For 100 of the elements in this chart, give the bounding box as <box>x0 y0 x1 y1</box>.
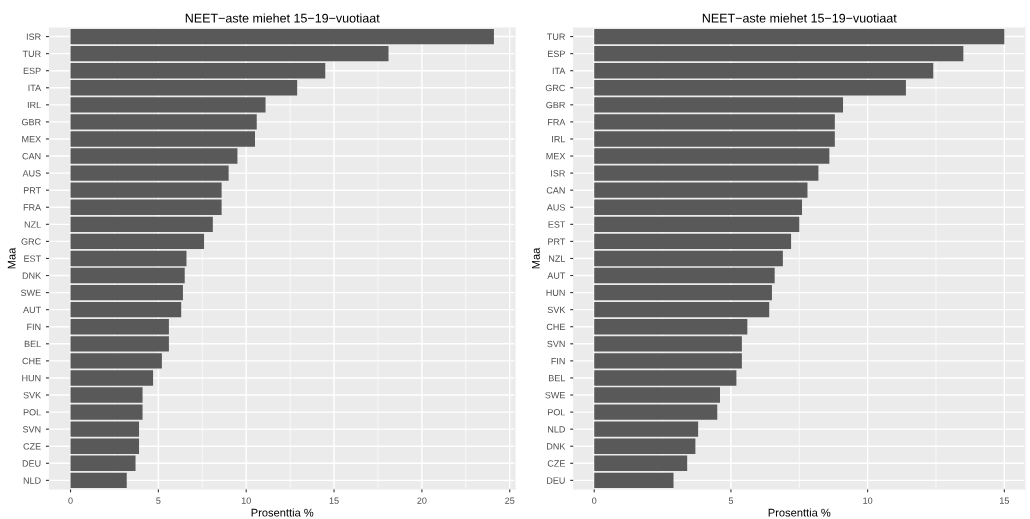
y-tick-label: BEL <box>24 340 41 348</box>
y-tick-label: SVK <box>23 391 41 399</box>
bar <box>594 319 748 335</box>
y-tick-label: FRA <box>548 118 566 126</box>
y-tick-label: POL <box>23 409 41 416</box>
y-tick-label: GRC <box>545 84 566 92</box>
bar <box>70 301 182 318</box>
bar <box>70 216 213 232</box>
y-tick-label: DNK <box>547 443 566 450</box>
bar <box>594 284 772 301</box>
y-tick-label: TUR <box>547 33 565 40</box>
y-tick-label: GRC <box>21 238 41 245</box>
bar <box>70 336 169 352</box>
y-tick-label: GBR <box>22 118 41 126</box>
y-tick-label: ISR <box>551 170 565 177</box>
x-tick-label: 25 <box>505 497 515 504</box>
bar <box>594 267 775 284</box>
y-tick-label: NZL <box>549 255 566 262</box>
bar <box>594 438 696 454</box>
bar <box>70 182 222 198</box>
y-tick-label: ESP <box>23 67 41 75</box>
y-tick-label: FRA <box>23 204 42 211</box>
y-tick-label: SWE <box>20 289 41 296</box>
y-tick-label: FIN <box>27 323 41 331</box>
x-tick-label: 20 <box>417 497 427 504</box>
chart-title: NEET−aste miehet 15−19−vuotiaat <box>185 13 380 23</box>
bar <box>594 182 808 198</box>
y-tick-label: IRL <box>552 136 566 143</box>
x-axis-title: Prosenttia % <box>251 508 314 517</box>
bar <box>594 45 964 62</box>
y-tick-label: CHE <box>546 323 565 331</box>
x-tick-label: 15 <box>329 497 339 504</box>
bar <box>70 319 169 335</box>
y-tick-label: HUN <box>546 289 565 296</box>
y-tick-label: EST <box>548 221 566 228</box>
y-tick-label: ESP <box>548 50 565 57</box>
bar <box>70 472 127 489</box>
x-tick-label: 0 <box>592 497 597 504</box>
y-tick-label: CZE <box>23 443 41 450</box>
chart-title: NEET−aste miehet 15−19−vuotiaat <box>702 13 897 23</box>
x-tick-label: 10 <box>863 497 873 504</box>
y-tick-label: BEL <box>549 375 566 382</box>
x-tick-label: 5 <box>728 497 734 504</box>
bar <box>70 80 298 96</box>
y-tick-label: HUN <box>22 375 41 382</box>
y-tick-label: AUT <box>23 306 41 314</box>
bar <box>594 233 792 250</box>
y-tick-label: DEU <box>22 460 41 467</box>
y-tick-label: AUT <box>547 272 566 279</box>
bar <box>594 472 674 489</box>
bar <box>70 63 326 79</box>
y-axis-title: Maa <box>7 247 16 269</box>
y-tick-label: FIN <box>551 357 565 365</box>
x-tick-label: 15 <box>1000 497 1009 504</box>
y-tick-label: ITA <box>28 84 42 92</box>
x-tick-label: 0 <box>68 497 73 504</box>
bar <box>70 438 140 454</box>
bar <box>594 80 906 96</box>
bar <box>70 45 389 62</box>
bar <box>594 199 803 215</box>
y-tick-label: CAN <box>22 153 41 160</box>
y-tick-label: NZL <box>24 221 41 228</box>
y-tick-label: CAN <box>546 187 565 194</box>
y-tick-label: GBR <box>546 101 565 109</box>
y-tick-label: NLD <box>548 426 565 433</box>
bar <box>70 284 183 301</box>
y-tick-label: AUS <box>546 204 565 211</box>
x-tick-label: 5 <box>156 497 161 504</box>
y-tick-label: MEX <box>546 153 566 160</box>
y-tick-label: DNK <box>22 272 41 279</box>
y-tick-label: POL <box>548 409 566 416</box>
y-tick-label: TUR <box>22 50 41 57</box>
y-tick-label: ITA <box>552 67 566 74</box>
y-tick-label: EST <box>24 255 41 262</box>
y-tick-label: PRT <box>548 238 566 245</box>
x-tick-label: 10 <box>241 497 251 504</box>
x-axis-title: Prosenttia % <box>768 508 831 517</box>
bar <box>594 250 783 267</box>
y-tick-label: ISR <box>26 33 41 40</box>
y-tick-label: SVK <box>547 306 566 314</box>
y-tick-label: CHE <box>22 357 41 365</box>
y-tick-label: CZE <box>547 460 565 467</box>
y-tick-label: NLD <box>23 477 41 484</box>
y-tick-label: AUS <box>22 170 41 177</box>
bar <box>70 199 222 215</box>
bar <box>594 28 1005 45</box>
y-tick-label: SVN <box>547 340 565 348</box>
bar <box>594 455 688 471</box>
bar <box>594 301 770 318</box>
y-tick-label: PRT <box>23 187 41 194</box>
bar <box>594 336 742 352</box>
bar <box>594 216 800 232</box>
y-tick-label: SVN <box>22 426 41 433</box>
y-tick-label: DEU <box>547 477 565 484</box>
y-axis-title: Maa <box>532 247 540 269</box>
bar <box>70 455 136 471</box>
y-tick-label: IRL <box>27 101 41 109</box>
bar <box>594 63 934 79</box>
bar <box>70 267 185 284</box>
bar <box>70 233 205 250</box>
